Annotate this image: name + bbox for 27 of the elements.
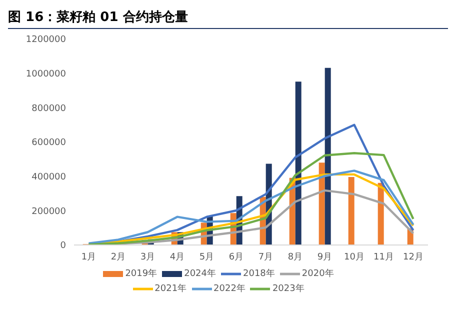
x-tick-label: 1月	[81, 252, 96, 262]
x-tick-label: 5月	[199, 252, 214, 262]
x-tick-label: 4月	[170, 252, 185, 262]
legend-label: 2021年	[154, 282, 187, 295]
y-tick-label: 200000	[32, 206, 66, 217]
x-tick-label: 3月	[140, 252, 156, 262]
x-tick-label: 2月	[110, 252, 126, 262]
y-tick-label: 600000	[32, 138, 66, 148]
x-tick-label: 9月	[317, 252, 332, 262]
x-tick-label: 8月	[288, 252, 303, 262]
x-tick-label: 12月	[403, 252, 424, 262]
y-tick-label: 1200000	[26, 35, 66, 46]
legend-label: 2020年	[300, 268, 334, 280]
x-tick-label: 10月	[344, 252, 364, 262]
legend-label: 2023年	[271, 282, 304, 295]
legend-label: 2022年	[212, 282, 246, 295]
y-tick-label: 1000000	[26, 70, 66, 80]
y-tick-label: 0	[60, 241, 66, 252]
x-tick-label: 7月	[258, 252, 274, 262]
legend-label: 2019年	[124, 268, 158, 280]
y-tick-label: 800000	[32, 104, 66, 114]
x-tick-label: 11月	[374, 252, 394, 262]
y-tick-label: 400000	[32, 172, 66, 183]
legend-label: 2024年	[183, 268, 216, 280]
legend-label: 2018年	[242, 268, 275, 280]
x-tick-label: 6月	[228, 252, 244, 262]
chart-title: 图 16：菜籽粕 01 合约持仓量	[8, 8, 448, 29]
